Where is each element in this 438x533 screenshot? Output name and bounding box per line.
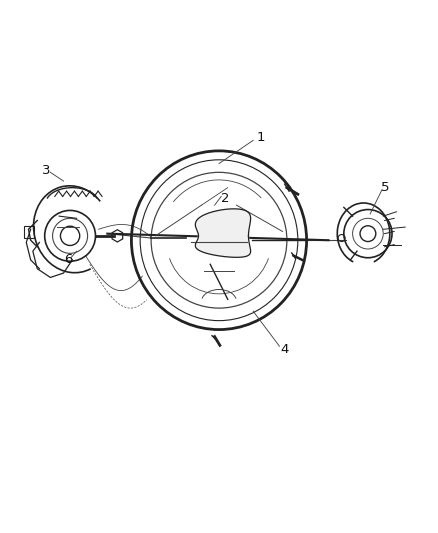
Text: 6: 6 bbox=[64, 253, 72, 266]
Bar bbox=[24, 226, 34, 238]
Polygon shape bbox=[195, 209, 251, 257]
Text: 4: 4 bbox=[280, 343, 289, 356]
Text: 3: 3 bbox=[42, 164, 50, 176]
Text: 2: 2 bbox=[221, 192, 230, 205]
Text: 5: 5 bbox=[381, 181, 390, 194]
Text: 1: 1 bbox=[256, 131, 265, 144]
